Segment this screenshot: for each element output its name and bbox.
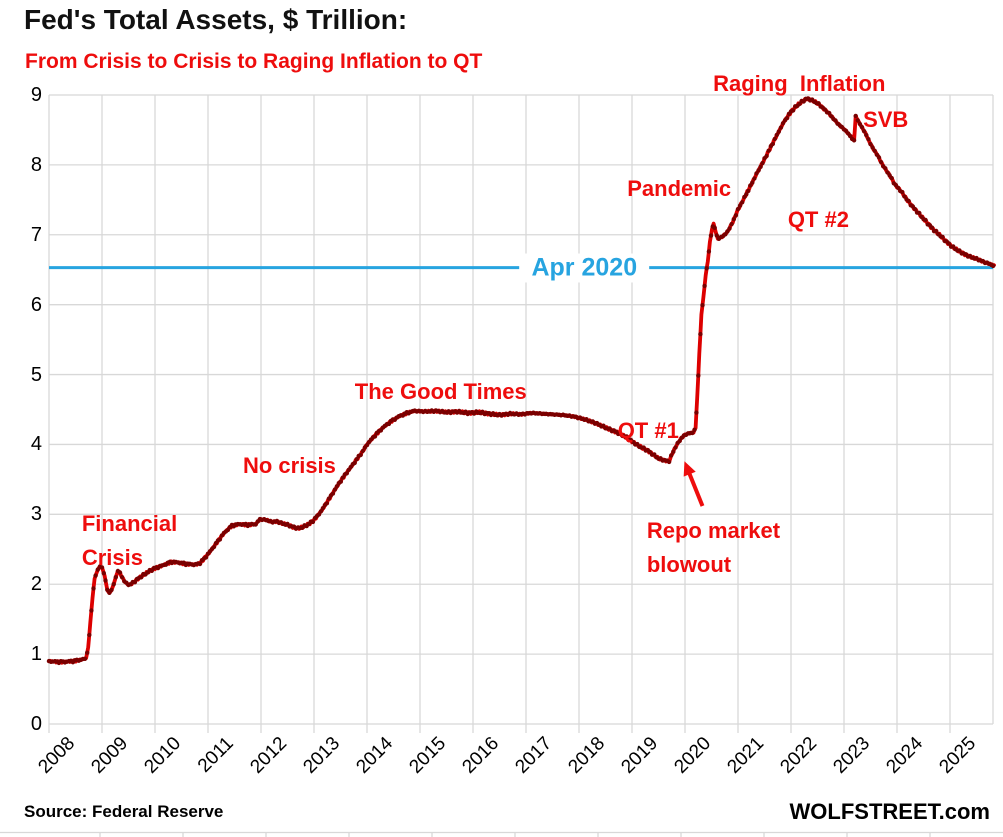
annotation-qt-1: QT #1: [617, 418, 679, 444]
annotation-arrow: [683, 461, 705, 507]
y-axis-tick-label: 7: [30, 223, 42, 246]
annotation-qt-2: QT #2: [787, 207, 849, 233]
y-axis-tick-label: 3: [30, 503, 42, 526]
y-axis-tick-label: 0: [30, 713, 42, 735]
chart-subtitle: From Crisis to Crisis to Raging Inflatio…: [25, 50, 483, 73]
annotation-svb: SVB: [863, 106, 909, 132]
gridlines: [48, 94, 994, 733]
annotation-financial-crisis: Financial Crisis: [81, 511, 178, 571]
y-axis-tick-label: 1: [30, 643, 42, 666]
brand-wolfstreet: WOLFSTREET.com: [789, 799, 990, 824]
y-axis-tick-label: 6: [30, 293, 42, 316]
annotation-the-good-times: The Good Times: [354, 378, 527, 404]
cropped-next-chart-edge: [0, 831, 1003, 837]
chart-title: Fed's Total Assets, $ Trillion:: [24, 4, 408, 35]
y-axis-tick-label: 8: [30, 153, 42, 176]
y-axis-tick-label: 9: [30, 84, 42, 106]
source-note: Source: Federal Reserve: [24, 802, 224, 821]
reference-line-label: Apr 2020: [519, 253, 650, 283]
y-axis-tick-label: 5: [30, 363, 42, 386]
annotation-pandemic: Pandemic: [627, 175, 732, 201]
annotation-repo-market-blowout: Repo market blowout: [646, 518, 781, 578]
data-series-markers: [46, 96, 996, 666]
annotation-no-crisis: No crisis: [242, 453, 336, 479]
y-axis-tick-label: 4: [30, 433, 42, 456]
y-axis-tick-label: 2: [30, 573, 42, 596]
annotation-raging-inflation: Raging Inflation: [713, 71, 886, 97]
